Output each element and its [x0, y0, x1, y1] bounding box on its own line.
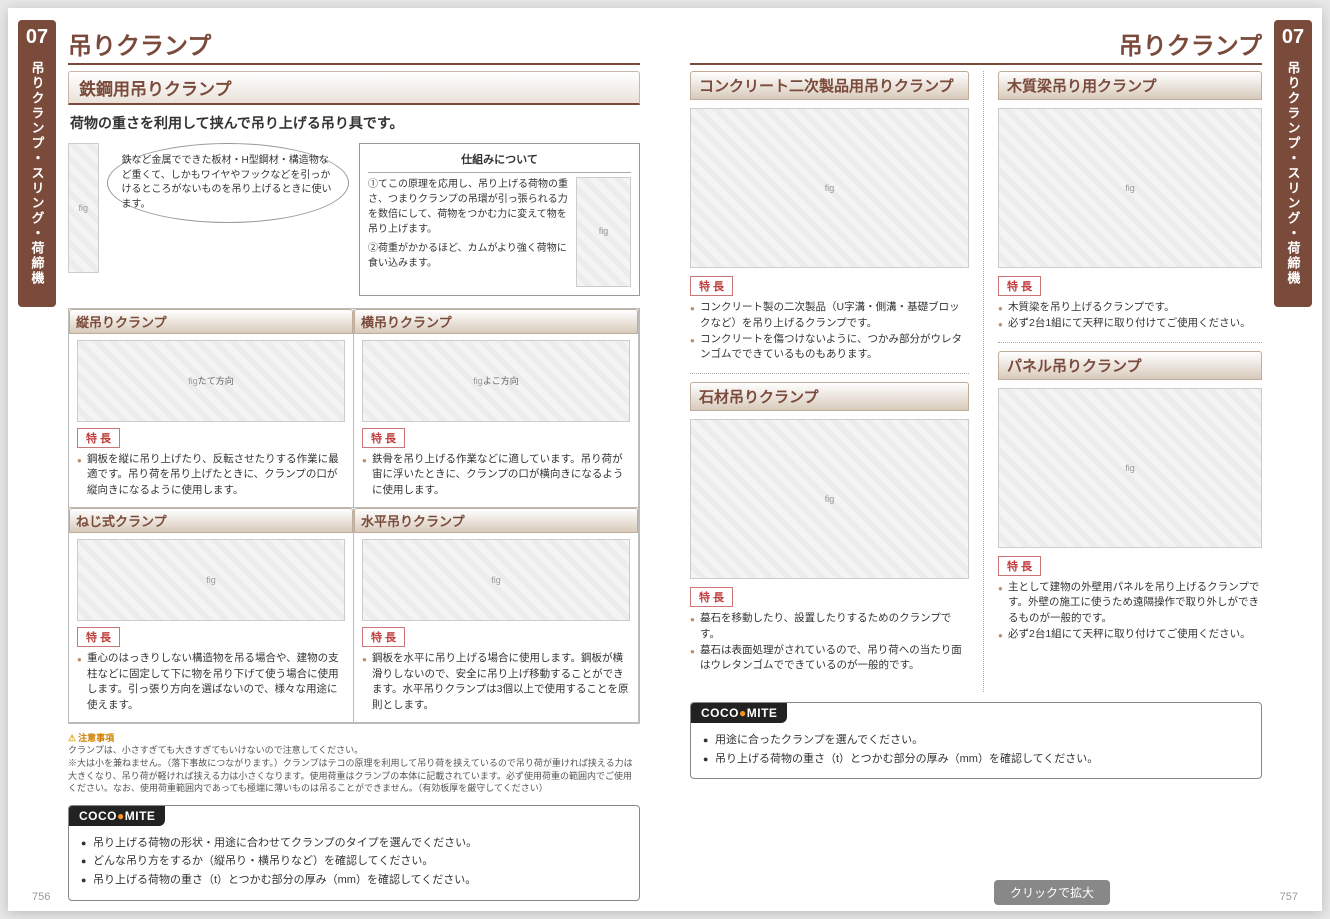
features-badge: 特 長	[362, 428, 405, 448]
side-tab-right: 07 吊りクランプ・スリング・荷締機	[1274, 20, 1312, 307]
wood-beam-clamp-illustration: fig	[998, 108, 1262, 268]
features-badge: 特 長	[77, 627, 120, 647]
page-title-left: 吊りクランプ	[68, 26, 640, 65]
feature-item: 木質梁を吊り上げるクランプです。	[998, 300, 1262, 316]
caution-line: ※大は小を兼ねません。（落下事故につながります。）クランプはテコの原理を利用して…	[68, 757, 640, 795]
concrete-clamp-illustration: fig	[690, 108, 969, 268]
feature-item: 鋼板を縦に吊り上げたり、反転させたりする作業に最適です。吊り荷を吊り上げたときに…	[77, 452, 345, 499]
panel-clamp-illustration: fig	[998, 388, 1262, 548]
mechanism-diagram: fig	[576, 177, 631, 287]
section-title-steel: 鉄鋼用吊りクランプ	[68, 71, 640, 105]
features-badge: 特 長	[362, 627, 405, 647]
page-number-left: 756	[32, 891, 50, 903]
side-tab-label: 吊りクランプ・スリング・荷締機	[28, 55, 47, 298]
coco-item: 吊り上げる荷物の形状・用途に合わせてクランプのタイプを選んでください。	[81, 834, 627, 853]
cocomite-box-right: COCO●MITE 用途に合ったクランプを選んでください。 吊り上げる荷物の重さ…	[690, 702, 1262, 779]
lead-text: 荷物の重さを利用して挟んで吊り上げる吊り具です。	[70, 113, 638, 133]
cell-vertical-clamp: 縦吊りクランプ fig たて方向 特 長 鋼板を縦に吊り上げたり、反転させたりす…	[68, 308, 354, 508]
zoom-button[interactable]: クリックで拡大	[994, 880, 1110, 905]
feature-item: 墓石は表面処理がされているので、吊り荷への当たり面はウレタンゴムでできているのが…	[690, 643, 969, 675]
side-tab-left: 07 吊りクランプ・スリング・荷締機	[18, 20, 56, 307]
coco-item: 吊り上げる荷物の重さ（t）とつかむ部分の厚み（mm）を確認してください。	[703, 750, 1249, 769]
page-right: 07 07 吊りクランプ・スリング・荷締機 吊りクランプ コンクリート二次製品用…	[666, 8, 1322, 911]
clamp-type-grid: 縦吊りクランプ fig たて方向 特 長 鋼板を縦に吊り上げたり、反転させたりす…	[68, 308, 640, 724]
features-badge: 特 長	[998, 556, 1041, 576]
features-badge: 特 長	[998, 276, 1041, 296]
stone-clamp-illustration: fig	[690, 419, 969, 579]
coco-item: どんな吊り方をするか（縦吊り・横吊りなど）を確認してください。	[81, 852, 627, 871]
cell-wood-beam-clamp: 木質梁吊り用クランプ fig 特 長 木質梁を吊り上げるクランプです。 必ず2台…	[998, 71, 1262, 343]
feature-item: 鉄骨を吊り上げる作業などに適しています。吊り荷が宙に浮いたときに、クランプの口が…	[362, 452, 630, 499]
worker-illustration: fig	[68, 143, 99, 273]
cell-title: 木質梁吊り用クランプ	[998, 71, 1262, 100]
speech-bubble: 鉄など金属でできた板材・H型鋼材・構造物など重くて、しかもワイヤやフックなどを引…	[107, 143, 349, 223]
screw-clamp-illustration: fig	[77, 539, 345, 621]
features-badge: 特 長	[77, 428, 120, 448]
vertical-clamp-illustration: fig たて方向	[77, 340, 345, 422]
cell-flat-clamp: 水平吊りクランプ fig 特 長 鋼板を水平に吊り上げる場合に使用します。鋼板が…	[353, 507, 639, 723]
cell-title: パネル吊りクランプ	[998, 351, 1262, 380]
cocomite-label: COCO●MITE	[691, 703, 787, 723]
feature-item: 必ず2台1組にて天秤に取り付けてご使用ください。	[998, 627, 1262, 643]
page-number-right: 757	[1280, 891, 1298, 903]
feature-item: 必ず2台1組にて天秤に取り付けてご使用ください。	[998, 316, 1262, 332]
cell-title: 水平吊りクランプ	[354, 508, 638, 533]
mechanism-text-1: ①てこの原理を応用し、吊り上げる荷物の重さ、つまりクランプの吊環が引っ張られる力…	[368, 177, 570, 237]
feature-item: コンクリート製の二次製品（U字溝・側溝・基礎ブロックなど）を吊り上げるクランプで…	[690, 300, 969, 332]
side-tab-number: 07	[20, 26, 54, 49]
cocomite-label: COCO●MITE	[69, 806, 165, 826]
mechanism-text-2: ②荷重がかかるほど、カムがより強く荷物に食い込みます。	[368, 241, 570, 271]
features-badge: 特 長	[690, 276, 733, 296]
feature-item: 鋼板を水平に吊り上げる場合に使用します。鋼板が横滑りしないので、安全に吊り上げ移…	[362, 651, 630, 714]
feature-item: 墓石を移動したり、設置したりするためのクランプです。	[690, 611, 969, 643]
cell-title: 縦吊りクランプ	[69, 309, 353, 334]
side-tab-number: 07	[1276, 26, 1310, 49]
coco-item: 吊り上げる荷物の重さ（t）とつかむ部分の厚み（mm）を確認してください。	[81, 871, 627, 890]
cell-concrete-clamp: コンクリート二次製品用吊りクランプ fig 特 長 コンクリート製の二次製品（U…	[690, 71, 969, 374]
page-left: 07 07 吊りクランプ・スリング・荷締機 吊りクランプ 鉄鋼用吊りクランプ 荷…	[8, 8, 664, 911]
features-badge: 特 長	[690, 587, 733, 607]
side-tab-label: 吊りクランプ・スリング・荷締機	[1284, 55, 1303, 298]
caution-heading: 注意事項	[68, 733, 114, 743]
cell-screw-clamp: ねじ式クランプ fig 特 長 重心のはっきりしない構造物を吊る場合や、建物の支…	[68, 507, 354, 723]
cell-panel-clamp: パネル吊りクランプ fig 特 長 主として建物の外壁用パネルを吊り上げるクラン…	[998, 351, 1262, 653]
caution-block: 注意事項 クランプは、小さすぎても大きすぎてもいけないので注意してください。 ※…	[68, 732, 640, 795]
page-title-right: 吊りクランプ	[690, 26, 1262, 65]
mechanism-box: 仕組みについて ①てこの原理を応用し、吊り上げる荷物の重さ、つまりクランプの吊環…	[359, 143, 640, 296]
cell-horizontal-clamp: 横吊りクランプ fig よこ方向 特 長 鉄骨を吊り上げる作業などに適しています…	[353, 308, 639, 508]
horizontal-clamp-illustration: fig よこ方向	[362, 340, 630, 422]
feature-item: 重心のはっきりしない構造物を吊る場合や、建物の支柱などに固定して下に物を吊り下げ…	[77, 651, 345, 714]
cocomite-box-left: COCO●MITE 吊り上げる荷物の形状・用途に合わせてクランプのタイプを選んで…	[68, 805, 640, 901]
coco-item: 用途に合ったクランプを選んでください。	[703, 731, 1249, 750]
cell-title: コンクリート二次製品用吊りクランプ	[690, 71, 969, 100]
cell-stone-clamp: 石材吊りクランプ fig 特 長 墓石を移動したり、設置したりするためのクランプ…	[690, 382, 969, 684]
feature-item: 主として建物の外壁用パネルを吊り上げるクランプです。外壁の施工に使うため遠隔操作…	[998, 580, 1262, 627]
feature-item: コンクリートを傷つけないように、つかみ部分がウレタンゴムでできているものもありま…	[690, 332, 969, 364]
cell-title: ねじ式クランプ	[69, 508, 353, 533]
cell-title: 石材吊りクランプ	[690, 382, 969, 411]
mechanism-heading: 仕組みについて	[368, 152, 631, 173]
flat-clamp-illustration: fig	[362, 539, 630, 621]
caution-line: クランプは、小さすぎても大きすぎてもいけないので注意してください。	[68, 744, 640, 757]
cell-title: 横吊りクランプ	[354, 309, 638, 334]
